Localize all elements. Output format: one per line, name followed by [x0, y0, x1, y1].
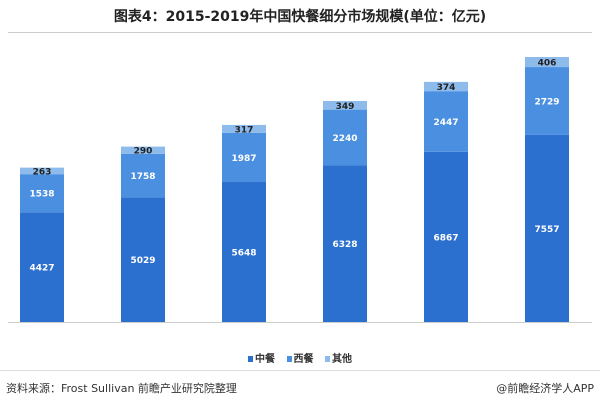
chart-title: 图表4：2015-2019年中国快餐细分市场规模(单位：亿元) [113, 9, 487, 25]
legend-swatch [248, 356, 254, 362]
bar-segment-2015-2 [20, 167, 64, 175]
data-label: 2729 [534, 97, 559, 107]
bar-segment-2017-2 [222, 124, 266, 133]
bar-segment-2018-1 [323, 109, 367, 166]
data-label: 1758 [130, 172, 155, 182]
bar-segment-2015-0 [20, 212, 64, 322]
data-label: 7557 [534, 225, 559, 235]
bar-segment-2016-2 [121, 146, 165, 154]
bar-segment-2019-1 [424, 91, 468, 152]
bar-segment-2017-0 [222, 182, 266, 322]
bar-segment-2018-2 [323, 100, 367, 110]
data-label: 5029 [130, 256, 155, 266]
data-label: 5648 [231, 249, 256, 259]
data-label: 263 [33, 167, 52, 177]
bar-segment-2020-0 [525, 134, 569, 322]
bar-segment-2019-2 [424, 81, 468, 92]
legend-item-xican: 西餐 [286, 350, 314, 365]
data-label: 6867 [433, 233, 458, 243]
data-label: 6328 [332, 240, 357, 250]
bar-segment-2015-1 [20, 174, 64, 213]
data-label: 2447 [433, 118, 458, 128]
data-label: 2240 [332, 134, 357, 144]
legend-label: 中餐 [255, 354, 276, 365]
title-divider [8, 32, 592, 33]
data-label: 290 [134, 147, 153, 157]
bar-segment-2019-0 [424, 151, 468, 322]
legend: 中餐 西餐 其他 [0, 350, 600, 365]
bar-segment-2020-2 [525, 57, 569, 68]
data-label: 349 [336, 102, 355, 112]
legend-label: 其他 [331, 354, 352, 365]
bar-segment-2016-1 [121, 153, 165, 198]
bar-segment-2018-0 [323, 165, 367, 322]
data-label: 1987 [231, 154, 256, 164]
data-label: 374 [437, 83, 456, 93]
legend-swatch [286, 356, 292, 362]
legend-item-qita: 其他 [324, 350, 352, 365]
footer-divider [0, 370, 600, 371]
legend-swatch [324, 356, 330, 362]
data-label: 406 [538, 59, 557, 69]
data-label: 317 [235, 125, 254, 135]
bar-segment-2016-0 [121, 197, 165, 322]
legend-item-zhongcan: 中餐 [248, 350, 275, 365]
stacked-bar-chart: 4427 1538 263 5029 1758 290 5648 1987 317 6328 224… [8, 57, 592, 323]
bar-segment-2017-1 [222, 132, 266, 183]
data-label: 1538 [29, 190, 54, 200]
legend-label: 西餐 [293, 354, 314, 365]
bar-segment-2020-1 [525, 67, 569, 135]
credit: @前瞻经济学人APP [496, 382, 594, 395]
data-label: 4427 [29, 264, 54, 274]
source-note: 资料来源：Frost Sullivan 前瞻产业研究院整理 [6, 382, 237, 395]
